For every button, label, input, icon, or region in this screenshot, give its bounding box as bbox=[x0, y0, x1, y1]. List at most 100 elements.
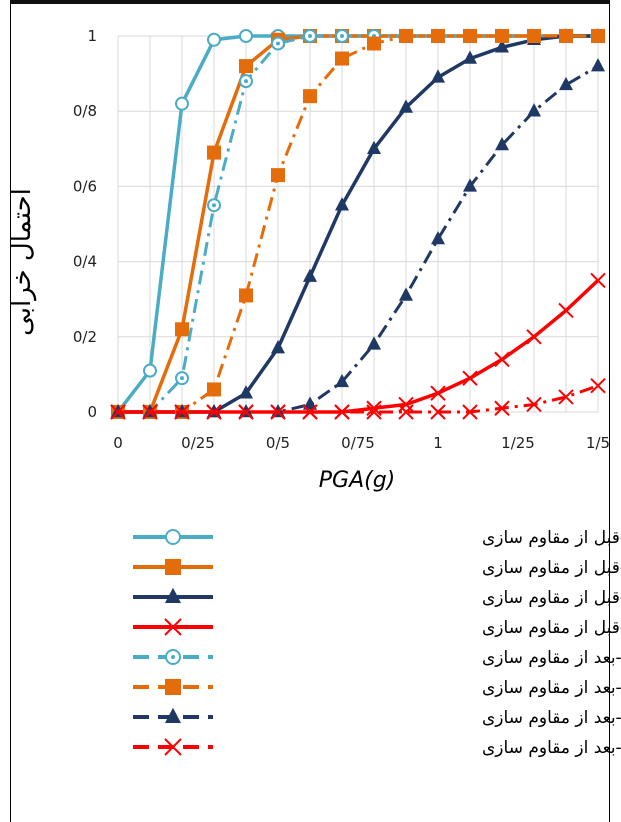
data-point bbox=[165, 679, 181, 695]
data-point bbox=[335, 197, 349, 211]
data-point bbox=[367, 336, 381, 350]
data-point bbox=[206, 404, 222, 420]
series-line bbox=[118, 34, 598, 414]
data-point bbox=[207, 382, 221, 397]
data-point bbox=[494, 351, 510, 368]
series-4 bbox=[110, 272, 606, 420]
series-line bbox=[118, 34, 598, 414]
data-point bbox=[398, 396, 414, 413]
data-point bbox=[494, 400, 510, 416]
data-point bbox=[463, 29, 477, 43]
data-point bbox=[175, 322, 189, 337]
y-tick-label: 0/2 bbox=[73, 328, 97, 346]
series-line bbox=[118, 34, 598, 414]
series-line bbox=[118, 34, 598, 414]
data-point bbox=[303, 89, 317, 104]
x-tick-label: 1/5 bbox=[586, 434, 610, 452]
data-point bbox=[143, 363, 157, 378]
data-point bbox=[335, 373, 349, 388]
x-tick-label: 1 bbox=[433, 434, 443, 452]
data-point bbox=[527, 103, 541, 117]
x-tick-label: 0/25 bbox=[181, 434, 215, 452]
data-point bbox=[335, 51, 349, 66]
x-tick-label: 0 bbox=[113, 434, 123, 452]
data-point bbox=[239, 288, 253, 303]
data-point bbox=[399, 29, 413, 43]
data-point bbox=[165, 559, 181, 575]
legend-item: خرابی متوسط-بعد از مقاوم سازی bbox=[133, 678, 621, 698]
data-point bbox=[462, 404, 478, 420]
legend-item: خرابی کامل-بعد از مقاوم سازی bbox=[133, 738, 621, 758]
data-point bbox=[431, 69, 445, 83]
legend-item: خرابی کم-بعد از مقاوم سازی bbox=[133, 648, 621, 668]
data-point-dot bbox=[171, 655, 175, 659]
data-point bbox=[271, 168, 285, 183]
data-point-dot bbox=[276, 41, 280, 46]
data-point bbox=[559, 29, 573, 43]
data-point bbox=[398, 404, 414, 420]
data-point bbox=[165, 707, 181, 723]
legend-item: خرابی کامل-قبل از مقاوم سازی bbox=[133, 618, 621, 638]
data-point bbox=[463, 178, 477, 192]
data-point bbox=[590, 377, 606, 394]
data-point bbox=[430, 385, 446, 401]
data-point-dot bbox=[244, 79, 248, 84]
data-point bbox=[462, 370, 478, 386]
data-point bbox=[207, 145, 221, 160]
data-point bbox=[165, 587, 181, 603]
chart-frame bbox=[10, 2, 610, 822]
data-point-dot bbox=[340, 34, 344, 38]
legend-item: خرابی زیاد-بعد از مقاوم سازی bbox=[133, 707, 621, 728]
data-point bbox=[367, 36, 381, 51]
legend-label: خرابی کم-قبل از مقاوم سازی bbox=[482, 528, 621, 548]
x-tick-label: 0/5 bbox=[266, 434, 290, 452]
data-point bbox=[559, 76, 573, 91]
x-tick-labels: 0 0/25 0/5 0/75 1 1/25 1/5 bbox=[113, 434, 610, 452]
series-line bbox=[118, 384, 599, 414]
data-point bbox=[430, 404, 446, 420]
data-point bbox=[239, 29, 253, 43]
data-point bbox=[526, 396, 542, 413]
x-tick-label: 0/75 bbox=[341, 434, 375, 452]
legend-label: خرابی کامل-بعد از مقاوم سازی bbox=[482, 738, 621, 758]
data-point bbox=[165, 529, 181, 545]
series-line bbox=[118, 64, 599, 414]
data-point bbox=[238, 404, 254, 420]
legend-label: خرابی کم-بعد از مقاوم سازی bbox=[482, 648, 621, 668]
grid bbox=[117, 35, 599, 413]
data-point bbox=[591, 58, 605, 72]
legend-label: خرابی کامل-قبل از مقاوم سازی bbox=[482, 618, 621, 638]
data-point bbox=[526, 329, 542, 345]
data-point bbox=[431, 230, 445, 245]
data-point bbox=[302, 404, 318, 420]
x-tick-label: 1/25 bbox=[501, 434, 535, 452]
series-8 bbox=[110, 377, 606, 420]
data-point bbox=[399, 99, 413, 113]
series-line bbox=[116, 34, 598, 414]
data-point bbox=[527, 29, 541, 43]
data-point-dot bbox=[180, 376, 184, 381]
data-point bbox=[366, 404, 382, 420]
data-point bbox=[495, 39, 509, 53]
data-point bbox=[271, 340, 285, 354]
data-point bbox=[174, 404, 190, 420]
data-point bbox=[207, 32, 221, 47]
data-point bbox=[239, 59, 253, 74]
data-point bbox=[558, 389, 574, 405]
data-point bbox=[367, 140, 381, 155]
data-point bbox=[110, 404, 126, 420]
data-point-dot bbox=[212, 203, 216, 208]
y-axis-label: احتمال خرابی bbox=[7, 188, 37, 336]
data-point bbox=[303, 268, 317, 282]
y-tick-label: 0/4 bbox=[73, 253, 97, 271]
data-point bbox=[495, 136, 509, 151]
y-tick-label: 0/6 bbox=[73, 177, 97, 195]
data-point bbox=[164, 618, 182, 636]
x-axis-label: PGA(g) bbox=[319, 468, 396, 493]
y-tick-label: 1 bbox=[87, 27, 97, 45]
legend-label: خرابی زیاد-بعد از مقاوم سازی bbox=[482, 708, 621, 728]
series-lines bbox=[110, 27, 606, 420]
data-point bbox=[164, 738, 182, 756]
data-point bbox=[591, 29, 605, 43]
